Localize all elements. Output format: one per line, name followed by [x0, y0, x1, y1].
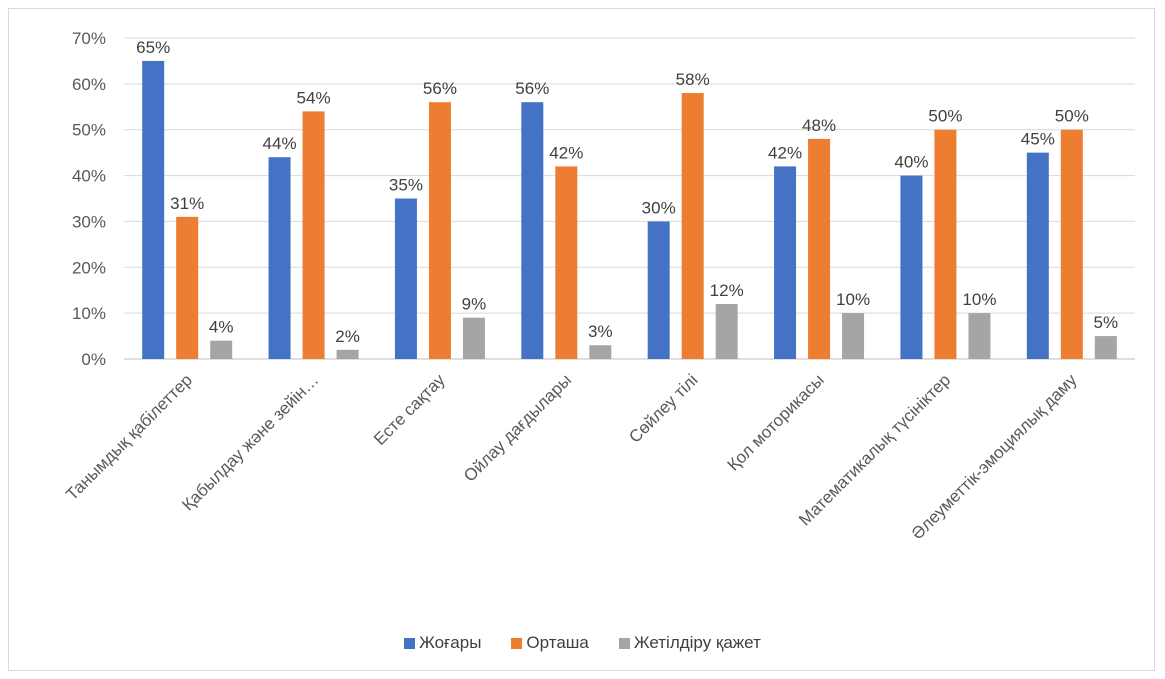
y-tick-label: 30%	[72, 212, 106, 231]
data-label: 31%	[170, 194, 204, 213]
bar	[302, 111, 325, 359]
bar	[1060, 129, 1083, 359]
chart-area	[8, 8, 1155, 671]
bar	[428, 102, 451, 359]
y-tick-label: 70%	[72, 29, 106, 48]
chart-legend: Жоғары Орташа Жетілдіру қажет	[0, 633, 1165, 653]
x-tick-label: Қабылдау және зейін…	[178, 370, 322, 514]
y-tick-label: 40%	[72, 167, 106, 186]
data-label: 65%	[136, 38, 170, 57]
data-label: 48%	[802, 116, 836, 135]
bar	[589, 345, 612, 359]
legend-label-medium: Орташа	[526, 633, 589, 652]
legend-item-high: Жоғары	[404, 633, 481, 653]
y-tick-label: 50%	[72, 121, 106, 140]
data-label: 45%	[1021, 130, 1055, 149]
bar	[142, 60, 165, 360]
bar	[210, 340, 233, 359]
legend-item-medium: Орташа	[511, 633, 589, 653]
bar	[774, 166, 797, 359]
legend-swatch-medium	[511, 637, 523, 649]
data-label: 3%	[588, 322, 613, 341]
x-tick-label: Сөйлеу тілі	[625, 370, 701, 446]
data-label: 42%	[768, 143, 802, 162]
y-tick-label: 20%	[72, 258, 106, 277]
bar	[968, 313, 991, 359]
data-label: 12%	[710, 281, 744, 300]
data-label: 54%	[297, 88, 331, 107]
data-label: 4%	[209, 318, 234, 337]
data-label: 2%	[335, 327, 360, 346]
data-label: 30%	[642, 198, 676, 217]
bar	[842, 313, 865, 359]
bar	[1026, 152, 1049, 359]
bar	[336, 349, 359, 359]
data-label: 50%	[928, 107, 962, 126]
data-label: 5%	[1094, 313, 1119, 332]
bar	[934, 129, 957, 359]
legend-swatch-needs-improvement	[618, 637, 630, 649]
data-label: 56%	[423, 79, 457, 98]
data-label: 56%	[515, 79, 549, 98]
data-label: 40%	[894, 153, 928, 172]
bar	[462, 317, 485, 359]
legend-item-needs-improvement: Жетілдіру қажет	[618, 633, 761, 653]
data-label: 10%	[962, 290, 996, 309]
bar	[555, 166, 578, 359]
bar	[900, 175, 923, 359]
bar	[394, 198, 417, 359]
data-label: 44%	[263, 134, 297, 153]
legend-swatch-high	[404, 637, 416, 649]
legend-label-high: Жоғары	[419, 633, 482, 652]
y-tick-label: 10%	[72, 304, 106, 323]
x-tick-label: Қол моторикасы	[724, 370, 828, 474]
data-label: 9%	[462, 295, 487, 314]
bar	[1094, 336, 1117, 359]
bar	[808, 138, 831, 359]
x-tick-label: Математикалық түсініктер	[795, 370, 954, 529]
legend-label-needs-improvement: Жетілдіру қажет	[633, 633, 761, 652]
bar	[647, 221, 670, 359]
data-label: 10%	[836, 290, 870, 309]
data-label: 58%	[676, 70, 710, 89]
x-tick-label: Есте сақтау	[370, 370, 449, 449]
bar	[521, 102, 544, 359]
y-tick-label: 0%	[81, 350, 106, 369]
data-label: 35%	[389, 176, 423, 195]
x-tick-label: Танымдық қабілеттер	[62, 370, 196, 504]
y-tick-label: 60%	[72, 75, 106, 94]
data-label: 50%	[1055, 107, 1089, 126]
bar	[268, 157, 291, 359]
bar	[681, 93, 704, 360]
bar	[176, 216, 199, 359]
data-label: 42%	[549, 143, 583, 162]
bar	[715, 303, 738, 359]
x-tick-label: Ойлау дағдылары	[460, 370, 575, 485]
